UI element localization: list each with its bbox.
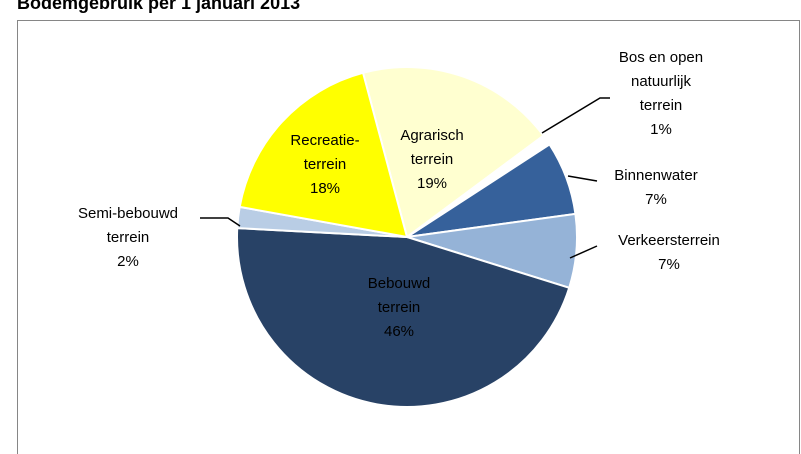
leader-line bbox=[200, 217, 241, 227]
slice-label: Bos en open natuurlijk terrein bbox=[619, 49, 703, 114]
slice-value-label: 2% bbox=[117, 253, 139, 270]
slice-value-label: 7% bbox=[658, 256, 680, 273]
slice-label: Recreatie-terrein bbox=[290, 132, 359, 173]
chart-title: Bodemgebruik per 1 januari 2013 bbox=[17, 0, 300, 13]
slice-value-label: 46% bbox=[384, 323, 414, 340]
slice-label: Bebouwd terrein bbox=[368, 275, 431, 316]
slice-value-label: 18% bbox=[310, 180, 340, 197]
slice-value-label: 7% bbox=[645, 191, 667, 208]
leader-line bbox=[569, 245, 598, 259]
slice-value-label: 19% bbox=[417, 175, 447, 192]
slice-label: Binnenwater bbox=[614, 167, 697, 184]
leader-line bbox=[567, 175, 598, 182]
pie-slice bbox=[236, 227, 571, 408]
slice-label: Agrarisch terrein bbox=[400, 127, 463, 168]
leader-line bbox=[541, 97, 610, 134]
slice-label: Semi-bebouwd terrein bbox=[78, 205, 178, 246]
slice-label: Verkeersterrein bbox=[618, 232, 720, 249]
pie-slice bbox=[361, 66, 545, 239]
slice-value-label: 1% bbox=[650, 121, 672, 138]
pie-slice bbox=[238, 71, 409, 239]
